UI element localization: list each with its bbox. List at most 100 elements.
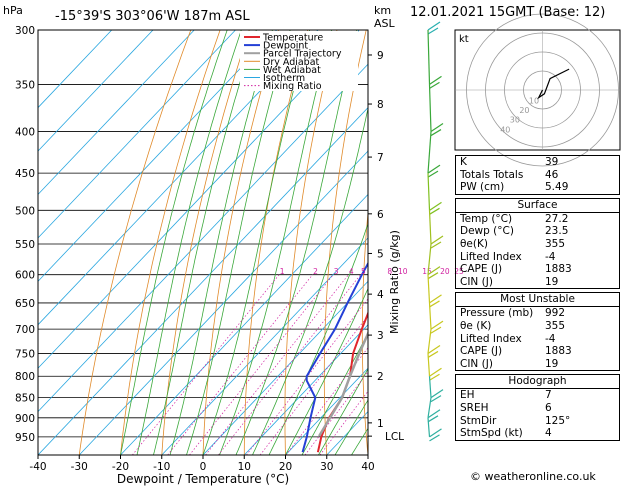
credit-text: © weatheronline.co.uk	[470, 470, 596, 483]
hodograph-value: 6	[545, 401, 552, 414]
x-tick-label: 10	[238, 461, 251, 473]
wet-adiabat-line	[169, 30, 273, 455]
surface-row: Temp (°C) 27.2	[456, 213, 619, 226]
barb-flag	[429, 367, 442, 377]
hodograph-title: Hodograph	[456, 375, 619, 390]
most-unstable-box: Most Unstable Pressure (mb) 992 θe (K) 355 L…	[455, 292, 620, 372]
barb-flag	[430, 326, 442, 334]
wet-adiabat-line	[120, 30, 228, 455]
chart-axes: 1 2 3 4 5 8 10 15 20 2530035040045050055060065070…	[15, 25, 464, 473]
legend-entry: Temperature	[262, 33, 323, 44]
legend-entry: Parcel Trajectory	[263, 49, 342, 60]
barb-staff	[427, 417, 431, 437]
barb-staff	[427, 353, 431, 377]
x-axis-label: Dewpoint / Temperature (°C)	[117, 472, 289, 486]
surface-label: CIN (J)	[460, 275, 493, 288]
wet-adiabat-line	[318, 368, 368, 455]
most-unstable-title: Most Unstable	[456, 293, 619, 308]
hodograph-ring-label: 30	[510, 116, 520, 125]
most-unstable-row: CIN (J) 19	[456, 358, 619, 371]
isotherm-line	[243, 324, 368, 455]
dry-adiabat-line	[361, 208, 368, 455]
index-value: 46	[545, 168, 559, 181]
barb-flag	[429, 300, 440, 308]
legend-entry: Dry Adiabat	[263, 57, 320, 68]
mixing-ratio-label: 8	[387, 267, 392, 276]
mixing-ratio-line	[132, 274, 280, 455]
chart-grid	[38, 30, 368, 455]
isotherm-line	[202, 280, 368, 455]
barb-staff	[427, 131, 432, 174]
hodograph-row: EH 7	[456, 389, 619, 402]
mixing-ratio-line	[218, 274, 361, 455]
barb-staff	[427, 243, 432, 275]
mixing-ratio-line	[189, 274, 334, 455]
surface-row: Dewp (°C) 23.5	[456, 225, 619, 238]
barb-flag	[429, 201, 442, 211]
hodograph-label: StmSpd (kt)	[460, 427, 523, 440]
barb-flag	[427, 164, 441, 174]
most-unstable-label: CAPE (J)	[460, 345, 503, 358]
wet-adiabat-line	[252, 107, 368, 455]
hodograph-value: 125°	[545, 414, 571, 427]
barb-flag	[427, 27, 439, 35]
surface-row: θe(K) 355	[456, 238, 619, 251]
wet-adiabat-line	[186, 30, 291, 455]
legend-entry: Mixing Ratio	[263, 81, 322, 92]
isotherm-line	[38, 63, 368, 413]
mixing-ratio-line	[304, 371, 368, 455]
barb-flag	[430, 389, 444, 399]
barb-flag	[429, 75, 442, 85]
isotherm-line	[38, 30, 278, 282]
most-unstable-label: CIN (J)	[460, 357, 493, 370]
legend-entry: Wet Adiabat	[263, 65, 321, 76]
mixing-ratio-axis-label: Mixing Ratio (g/kg)	[388, 230, 401, 334]
mixing-ratio-label: 4	[349, 267, 354, 276]
most-unstable-row: θe (K) 355	[456, 320, 619, 333]
datetime-title: 12.01.2021 15GMT (Base: 12)	[410, 5, 606, 20]
hodograph-box: Hodograph EH 7 SREH 6 StmDir 125° StmSpd (kt) 4	[455, 374, 620, 441]
barb-flag	[429, 207, 440, 215]
most-unstable-row: CAPE (J) 1883	[456, 345, 619, 358]
km-tick-label: 8	[377, 99, 384, 111]
most-unstable-value: 1883	[545, 345, 572, 358]
barb-flag	[430, 129, 442, 137]
barb-staff	[427, 397, 432, 418]
dry-adiabat-line	[243, 30, 309, 455]
hodograph-label: EH	[460, 389, 475, 402]
mixing-ratio-label: 3	[334, 267, 339, 276]
barb-staff	[428, 376, 432, 398]
pressure-tick-label: 350	[15, 79, 35, 91]
mixing-ratio-label: 25	[454, 267, 464, 276]
dry-adiabat-line	[78, 30, 192, 455]
barb-flag	[430, 241, 442, 249]
surface-value: 19	[545, 275, 559, 288]
wet-adiabat-line	[219, 30, 333, 455]
isotherm-line	[38, 30, 319, 326]
index-value: 5.49	[545, 181, 569, 194]
isotherm-line	[38, 107, 368, 455]
mixing-ratio-label: 2	[313, 267, 318, 276]
mixing-ratio-label: 10	[398, 267, 408, 276]
index-label: K	[460, 156, 467, 168]
most-unstable-value: -4	[545, 332, 556, 345]
most-unstable-value: 355	[545, 319, 566, 332]
barb-flag	[429, 81, 440, 89]
series-parcel-trajectory	[318, 330, 368, 437]
km-tick-label: 1	[377, 418, 384, 430]
barb-flag	[429, 373, 440, 381]
location-title: -15°39'S 303°06'W 187m ASL	[55, 9, 250, 24]
mixing-ratio-label: 1	[280, 267, 285, 276]
hodograph-ring-label: 40	[500, 125, 510, 134]
surface-row: CIN (J) 19	[456, 276, 619, 289]
dry-adiabat-line	[202, 30, 279, 455]
surface-label: Lifted Index	[460, 250, 522, 263]
hpa-label: hPa	[3, 4, 23, 17]
most-unstable-row: Pressure (mb) 992	[456, 307, 619, 320]
barb-staff	[428, 84, 432, 132]
pressure-tick-label: 550	[15, 239, 35, 251]
barb-flag	[427, 344, 441, 354]
wet-adiabat-line	[153, 30, 257, 455]
profile-lines	[301, 261, 368, 453]
